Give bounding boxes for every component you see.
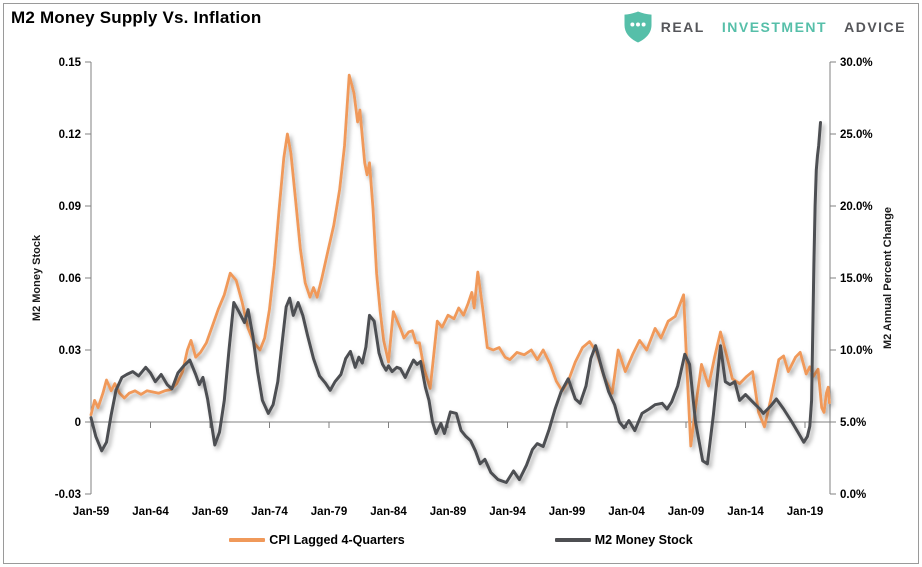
left-axis-tick-label: 0.15 xyxy=(59,57,82,69)
brand-word-advice: ADVICE xyxy=(844,19,906,35)
x-axis-tick-label: Jan-74 xyxy=(251,506,288,518)
legend-item-cpi: CPI Lagged 4-Quarters xyxy=(229,533,405,547)
m2-series-line xyxy=(89,121,822,484)
cpi-series-line xyxy=(89,73,831,448)
right-axis-tick-label: 20.0% xyxy=(840,201,873,213)
right-axis-tick-label: 10.0% xyxy=(840,345,873,357)
left-axis-tick-label: -0.03 xyxy=(55,489,81,501)
x-axis-tick-label: Jan-04 xyxy=(608,506,645,518)
x-axis-tick-label: Jan-89 xyxy=(430,506,466,518)
x-axis-tick-label: Jan-59 xyxy=(73,506,109,518)
right-axis-tick-label: 0.0% xyxy=(840,489,866,501)
left-axis-tick-label: 0.06 xyxy=(59,273,81,285)
x-axis-tick-label: Jan-94 xyxy=(489,506,526,518)
cpi-line-sample-icon xyxy=(229,538,266,542)
x-axis-tick-label: Jan-09 xyxy=(668,506,704,518)
right-axis-tick-label: 15.0% xyxy=(840,273,873,285)
panel-border xyxy=(3,3,919,564)
right-axis-tick-label: 25.0% xyxy=(840,129,873,141)
left-axis-tick-label: 0.09 xyxy=(59,201,81,213)
right-axis-tick-label: 30.0% xyxy=(840,57,873,69)
x-axis-tick-label: Jan-99 xyxy=(549,506,585,518)
right-axis-tick-label: 5.0% xyxy=(840,417,866,429)
x-axis-tick-label: Jan-19 xyxy=(787,506,823,518)
m2-line-sample-icon xyxy=(554,538,591,542)
legend-item-m2: M2 Money Stock xyxy=(554,533,693,547)
x-axis-tick-label: Jan-14 xyxy=(727,506,764,518)
legend-label-m2: M2 Money Stock xyxy=(594,533,693,547)
chart-title: M2 Money Supply Vs. Inflation xyxy=(11,8,262,27)
x-axis-tick-label: Jan-69 xyxy=(192,506,228,518)
right-axis-title: M2 Annual Percent Change xyxy=(882,207,894,350)
left-axis-title: M2 Money Stock xyxy=(31,234,43,322)
brand-word-investment: INVESTMENT xyxy=(721,19,828,35)
legend-label-cpi: CPI Lagged 4-Quarters xyxy=(269,533,405,547)
left-axis-tick-label: 0.03 xyxy=(59,345,81,357)
x-axis-tick-label: Jan-79 xyxy=(311,506,347,518)
left-axis-tick-label: 0.12 xyxy=(59,129,81,141)
brand-word-real: REAL xyxy=(660,19,705,35)
x-axis-tick-label: Jan-84 xyxy=(370,506,407,518)
shield-icon xyxy=(624,11,652,43)
brand-logo: REAL INVESTMENT ADVICE xyxy=(624,11,906,43)
legend: CPI Lagged 4-Quarters M2 Money Stock xyxy=(0,533,922,547)
x-axis-tick-label: Jan-64 xyxy=(132,506,169,518)
left-axis-tick-label: 0 xyxy=(75,417,81,429)
